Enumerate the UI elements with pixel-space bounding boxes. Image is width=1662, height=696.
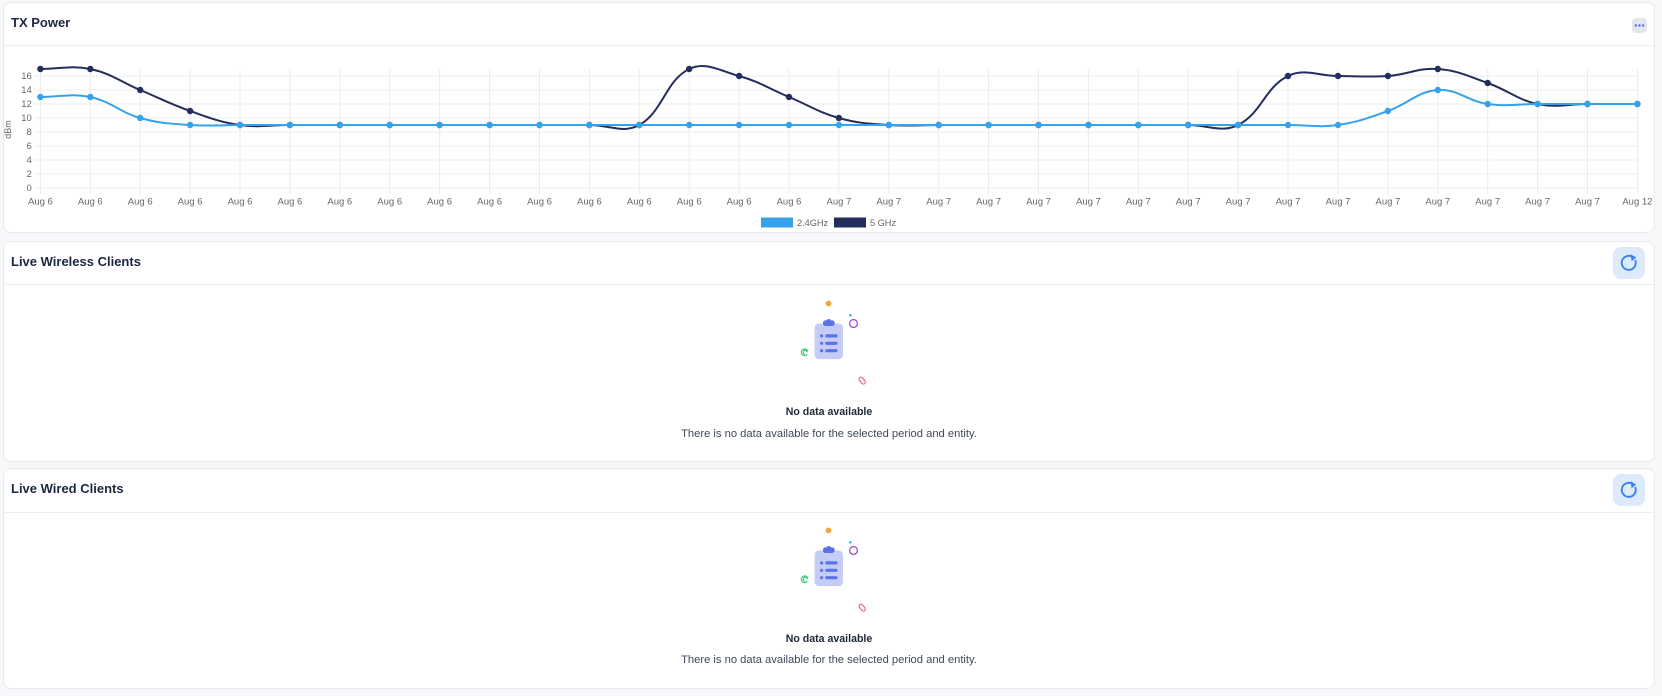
svg-text:Aug 7: Aug 7: [1276, 197, 1301, 208]
svg-text:Aug 7: Aug 7: [1475, 197, 1500, 208]
svg-text:Aug 6: Aug 6: [377, 197, 402, 208]
svg-text:0: 0: [27, 183, 32, 194]
svg-text:Aug 6: Aug 6: [777, 197, 802, 208]
svg-text:Aug 7: Aug 7: [826, 197, 851, 208]
svg-text:Aug 7: Aug 7: [1425, 197, 1450, 208]
svg-text:Aug 7: Aug 7: [1226, 197, 1251, 208]
svg-text:2.4GHz: 2.4GHz: [797, 218, 829, 228]
svg-text:Aug 6: Aug 6: [277, 197, 302, 208]
svg-text:Aug 7: Aug 7: [1176, 197, 1201, 208]
svg-text:Aug 7: Aug 7: [876, 197, 901, 208]
svg-text:Aug 6: Aug 6: [128, 197, 153, 208]
svg-text:Aug 6: Aug 6: [627, 197, 652, 208]
svg-text:Aug 6: Aug 6: [427, 197, 452, 208]
svg-text:Aug 7: Aug 7: [1126, 197, 1151, 208]
svg-text:Aug 7: Aug 7: [1026, 197, 1051, 208]
svg-text:Aug 7: Aug 7: [926, 197, 951, 208]
svg-text:10: 10: [21, 113, 32, 124]
svg-text:Aug 6: Aug 6: [228, 197, 253, 208]
svg-text:Aug 6: Aug 6: [527, 197, 552, 208]
svg-text:Aug 6: Aug 6: [28, 197, 53, 208]
svg-text:12: 12: [21, 99, 32, 110]
svg-text:dBm: dBm: [3, 120, 13, 139]
svg-text:Aug 12: Aug 12: [1622, 197, 1652, 208]
svg-text:2: 2: [27, 169, 32, 180]
svg-text:Aug 7: Aug 7: [1575, 197, 1600, 208]
svg-text:5 GHz: 5 GHz: [870, 218, 896, 228]
svg-text:Aug 6: Aug 6: [78, 197, 103, 208]
svg-text:16: 16: [21, 71, 32, 82]
svg-text:8: 8: [27, 127, 32, 138]
svg-text:Aug 7: Aug 7: [1326, 197, 1351, 208]
svg-text:Aug 6: Aug 6: [727, 197, 752, 208]
svg-text:Aug 7: Aug 7: [1375, 197, 1400, 208]
svg-text:Aug 6: Aug 6: [327, 197, 352, 208]
svg-text:Aug 6: Aug 6: [577, 197, 602, 208]
svg-text:Aug 7: Aug 7: [1076, 197, 1101, 208]
svg-text:Aug 7: Aug 7: [976, 197, 1001, 208]
svg-text:6: 6: [27, 141, 32, 152]
svg-text:Aug 6: Aug 6: [477, 197, 502, 208]
svg-text:Aug 7: Aug 7: [1525, 197, 1550, 208]
svg-text:Aug 6: Aug 6: [677, 197, 702, 208]
svg-text:14: 14: [21, 85, 32, 96]
svg-text:4: 4: [27, 155, 32, 166]
svg-text:Aug 6: Aug 6: [178, 197, 203, 208]
